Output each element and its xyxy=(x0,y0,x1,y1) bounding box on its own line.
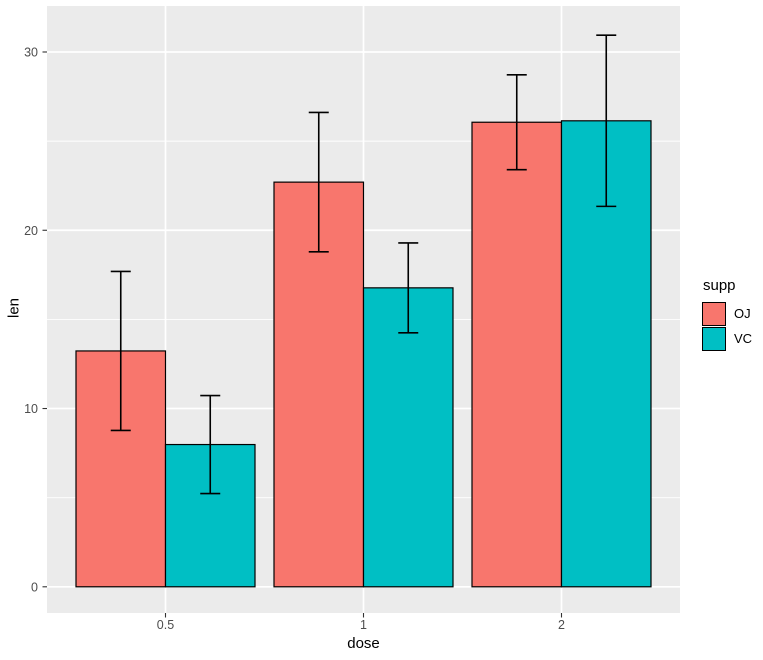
legend-label-oj: OJ xyxy=(734,306,751,321)
y-axis-title: len xyxy=(5,297,23,319)
x-tick-label: 1 xyxy=(360,618,367,632)
legend-item-oj: OJ xyxy=(702,301,752,326)
legend-title: supp xyxy=(703,277,736,294)
x-axis-title: dose xyxy=(347,635,380,652)
y-tick-label: 10 xyxy=(24,402,38,416)
legend-swatch-oj xyxy=(702,301,726,326)
x-tick-label: 2 xyxy=(558,618,565,632)
y-tick-label: 0 xyxy=(31,580,38,594)
bar-oj-2 xyxy=(471,121,563,588)
y-tick-label: 30 xyxy=(24,45,38,59)
bar-vc-1 xyxy=(362,287,454,588)
legend-item-vc: VC xyxy=(702,326,752,351)
x-tick-label: 0.5 xyxy=(157,618,174,632)
legend-swatch-vc xyxy=(702,326,726,351)
y-tick-label: 20 xyxy=(24,224,38,238)
legend-label-vc: VC xyxy=(734,331,753,346)
legend: supp OJ VC xyxy=(702,277,752,351)
